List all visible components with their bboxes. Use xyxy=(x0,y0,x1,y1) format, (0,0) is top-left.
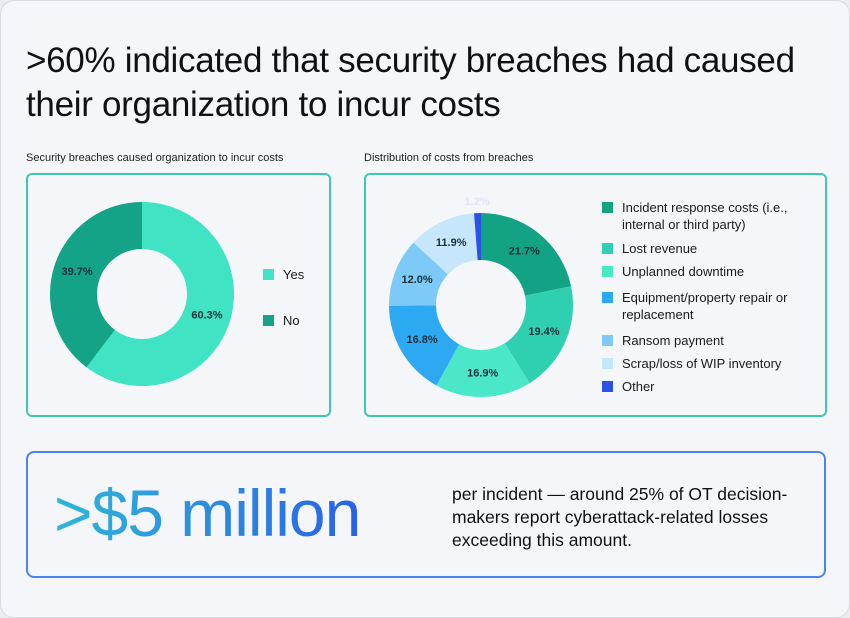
data-label: 19.4% xyxy=(528,326,559,338)
legend-label: Incident response costs (i.e., internal … xyxy=(622,200,788,232)
legend-swatch xyxy=(263,315,274,326)
legend-label: Lost revenue xyxy=(622,241,698,256)
data-label: 16.8% xyxy=(407,334,438,346)
data-label: 16.9% xyxy=(467,367,498,379)
legend-swatch xyxy=(602,292,613,303)
data-label: 60.3% xyxy=(191,310,222,322)
donut-slice xyxy=(50,202,143,368)
headline: >60% indicated that security breaches ha… xyxy=(26,41,795,124)
legend-label: Yes xyxy=(283,267,305,282)
donut-slice xyxy=(86,202,235,386)
legend-label: Equipment/property repair or replacement xyxy=(622,290,788,322)
legend-swatch xyxy=(602,243,613,254)
legend-label: Scrap/loss of WIP inventory xyxy=(622,356,782,371)
callout-text: per incident — around 25% of OT decision… xyxy=(452,484,788,550)
legend-swatch xyxy=(602,202,613,213)
callout-figure: >$5 million xyxy=(54,473,361,553)
chart-panel xyxy=(26,173,331,417)
legend-label: Other xyxy=(622,379,655,394)
legend-swatch xyxy=(602,266,613,277)
donut-slice xyxy=(389,305,460,386)
data-label: 12.0% xyxy=(402,274,433,286)
callout: >$5 million per incident — around 25% of… xyxy=(26,451,826,578)
data-label: 21.7% xyxy=(509,246,540,258)
data-label: 39.7% xyxy=(61,266,92,278)
legend-label: No xyxy=(283,313,300,328)
legend-label: Unplanned downtime xyxy=(622,264,745,279)
chart-panel xyxy=(364,173,827,417)
donut-slice xyxy=(474,213,481,261)
donut-slice xyxy=(413,213,478,275)
legend-label: Ransom payment xyxy=(622,333,724,348)
legend-swatch xyxy=(263,269,274,280)
chart-title: Security breaches caused organization to… xyxy=(26,152,284,164)
chart-title: Distribution of costs from breaches xyxy=(364,152,534,164)
data-label: 1.2% xyxy=(465,196,490,208)
legend-swatch xyxy=(602,335,613,346)
donut-slice xyxy=(481,213,572,296)
legend-swatch xyxy=(602,381,613,392)
data-label: 11.9% xyxy=(436,237,467,249)
legend-swatch xyxy=(602,358,613,369)
donut-slice xyxy=(436,343,530,398)
donut-slice xyxy=(504,286,573,384)
donut-slice xyxy=(388,242,448,306)
